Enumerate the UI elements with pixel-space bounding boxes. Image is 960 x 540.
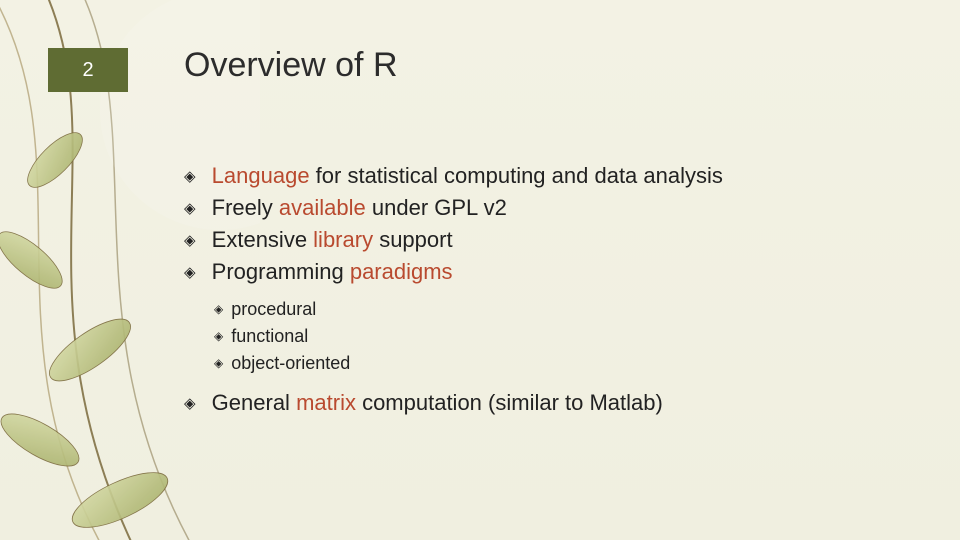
bullet-keyword: library [313,227,373,252]
slide-title: Overview of R [184,46,398,85]
bullet-keyword: matrix [296,390,356,415]
bullet-text-post: under GPL v2 [366,195,507,220]
bullet-item: Freely available under GPL v2 [184,192,904,224]
page-number: 2 [82,59,93,82]
bullet-item: Language for statistical computing and d… [184,160,904,192]
bullet-text-pre: Freely [212,195,279,220]
sub-bullet-item: object-oriented [214,350,904,377]
sub-bullet-item: procedural [214,296,904,323]
bullet-keyword: available [279,195,366,220]
sub-bullet-list: procedural functional object-oriented [214,296,904,377]
slide-body: Language for statistical computing and d… [184,160,904,418]
bullet-text-pre: Programming [212,259,350,284]
bullet-text-post: for statistical computing and data analy… [310,163,723,188]
sub-bullet-text: functional [231,326,308,346]
bullet-list: Language for statistical computing and d… [184,160,904,418]
bullet-item: Programming paradigms procedural functio… [184,256,904,377]
sub-bullet-text: procedural [231,299,316,319]
bullet-text-pre: Extensive [212,227,314,252]
bullet-text-post: computation (similar to Matlab) [356,390,663,415]
bullet-item: General matrix computation (similar to M… [184,387,904,419]
page-number-badge: 2 [48,48,128,92]
bullet-keyword: Language [212,163,310,188]
bullet-item: Extensive library support [184,224,904,256]
bullet-text-pre: General [212,390,296,415]
sub-bullet-text: object-oriented [231,353,350,373]
bullet-text-post: support [373,227,453,252]
sub-bullet-item: functional [214,323,904,350]
bullet-keyword: paradigms [350,259,453,284]
